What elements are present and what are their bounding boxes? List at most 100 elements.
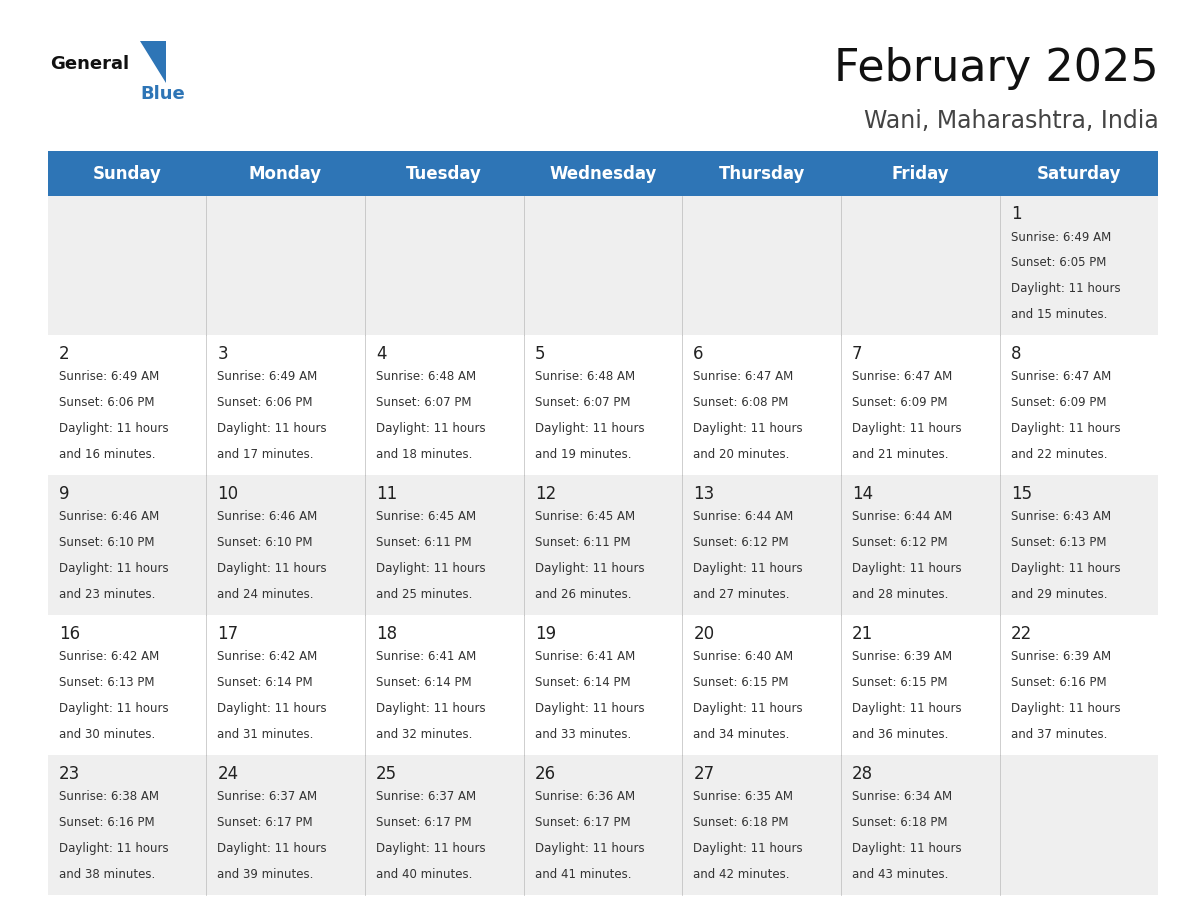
Text: Sunset: 6:14 PM: Sunset: 6:14 PM xyxy=(375,676,472,689)
Text: Sunset: 6:10 PM: Sunset: 6:10 PM xyxy=(58,536,154,549)
Text: and 33 minutes.: and 33 minutes. xyxy=(535,728,631,741)
Text: and 18 minutes.: and 18 minutes. xyxy=(375,448,473,461)
Text: 24: 24 xyxy=(217,765,239,783)
Text: Daylight: 11 hours: Daylight: 11 hours xyxy=(375,842,486,855)
Text: and 29 minutes.: and 29 minutes. xyxy=(1011,588,1107,601)
Text: Sunset: 6:13 PM: Sunset: 6:13 PM xyxy=(1011,536,1106,549)
Text: and 21 minutes.: and 21 minutes. xyxy=(852,448,948,461)
Text: Daylight: 11 hours: Daylight: 11 hours xyxy=(375,422,486,435)
Text: 27: 27 xyxy=(694,765,714,783)
Text: Sunrise: 6:41 AM: Sunrise: 6:41 AM xyxy=(375,650,476,663)
Text: and 24 minutes.: and 24 minutes. xyxy=(217,588,314,601)
Text: Sunset: 6:07 PM: Sunset: 6:07 PM xyxy=(535,397,630,409)
Text: Sunset: 6:17 PM: Sunset: 6:17 PM xyxy=(535,816,631,829)
Text: 4: 4 xyxy=(375,345,386,364)
Text: 17: 17 xyxy=(217,625,239,643)
Text: and 31 minutes.: and 31 minutes. xyxy=(217,728,314,741)
Text: and 22 minutes.: and 22 minutes. xyxy=(1011,448,1107,461)
Text: Sunrise: 6:42 AM: Sunrise: 6:42 AM xyxy=(217,650,317,663)
Text: Sunrise: 6:37 AM: Sunrise: 6:37 AM xyxy=(217,790,317,803)
Text: Daylight: 11 hours: Daylight: 11 hours xyxy=(217,842,327,855)
Text: Wani, Maharashtra, India: Wani, Maharashtra, India xyxy=(864,109,1158,133)
Text: Sunset: 6:11 PM: Sunset: 6:11 PM xyxy=(375,536,472,549)
Text: Sunset: 6:14 PM: Sunset: 6:14 PM xyxy=(217,676,312,689)
Text: Sunrise: 6:47 AM: Sunrise: 6:47 AM xyxy=(852,370,953,384)
Text: Sunrise: 6:47 AM: Sunrise: 6:47 AM xyxy=(1011,370,1111,384)
Text: Daylight: 11 hours: Daylight: 11 hours xyxy=(58,422,169,435)
Text: 3: 3 xyxy=(217,345,228,364)
Text: Daylight: 11 hours: Daylight: 11 hours xyxy=(58,842,169,855)
Text: and 30 minutes.: and 30 minutes. xyxy=(58,728,154,741)
Text: and 32 minutes.: and 32 minutes. xyxy=(375,728,473,741)
Text: Sunset: 6:12 PM: Sunset: 6:12 PM xyxy=(852,536,948,549)
Text: 16: 16 xyxy=(58,625,80,643)
Text: Sunset: 6:09 PM: Sunset: 6:09 PM xyxy=(1011,397,1106,409)
Text: 1: 1 xyxy=(1011,206,1022,223)
Text: and 42 minutes.: and 42 minutes. xyxy=(694,868,790,880)
Text: Sunrise: 6:45 AM: Sunrise: 6:45 AM xyxy=(375,510,476,523)
Text: Daylight: 11 hours: Daylight: 11 hours xyxy=(535,702,644,715)
Text: Sunrise: 6:36 AM: Sunrise: 6:36 AM xyxy=(535,790,634,803)
Text: 7: 7 xyxy=(852,345,862,364)
Text: 8: 8 xyxy=(1011,345,1022,364)
Text: Daylight: 11 hours: Daylight: 11 hours xyxy=(535,422,644,435)
Text: and 37 minutes.: and 37 minutes. xyxy=(1011,728,1107,741)
Text: Sunrise: 6:39 AM: Sunrise: 6:39 AM xyxy=(852,650,952,663)
Text: Sunset: 6:15 PM: Sunset: 6:15 PM xyxy=(694,676,789,689)
Text: 21: 21 xyxy=(852,625,873,643)
Text: 22: 22 xyxy=(1011,625,1032,643)
Text: Wednesday: Wednesday xyxy=(549,164,657,183)
Text: Daylight: 11 hours: Daylight: 11 hours xyxy=(535,562,644,575)
Text: 13: 13 xyxy=(694,485,715,503)
Text: Sunrise: 6:44 AM: Sunrise: 6:44 AM xyxy=(852,510,953,523)
Text: 5: 5 xyxy=(535,345,545,364)
Text: 10: 10 xyxy=(217,485,239,503)
Text: 12: 12 xyxy=(535,485,556,503)
Text: Daylight: 11 hours: Daylight: 11 hours xyxy=(694,422,803,435)
Text: 25: 25 xyxy=(375,765,397,783)
Text: Sunrise: 6:49 AM: Sunrise: 6:49 AM xyxy=(58,370,159,384)
Text: Sunset: 6:08 PM: Sunset: 6:08 PM xyxy=(694,397,789,409)
Text: Sunset: 6:18 PM: Sunset: 6:18 PM xyxy=(852,816,948,829)
Text: Sunset: 6:18 PM: Sunset: 6:18 PM xyxy=(694,816,789,829)
Text: and 26 minutes.: and 26 minutes. xyxy=(535,588,631,601)
Text: and 34 minutes.: and 34 minutes. xyxy=(694,728,790,741)
Text: Daylight: 11 hours: Daylight: 11 hours xyxy=(694,702,803,715)
Text: General: General xyxy=(50,55,129,73)
Text: 18: 18 xyxy=(375,625,397,643)
Text: Daylight: 11 hours: Daylight: 11 hours xyxy=(375,702,486,715)
Text: Sunrise: 6:39 AM: Sunrise: 6:39 AM xyxy=(1011,650,1111,663)
Text: and 25 minutes.: and 25 minutes. xyxy=(375,588,473,601)
Text: and 28 minutes.: and 28 minutes. xyxy=(852,588,948,601)
Text: Sunrise: 6:41 AM: Sunrise: 6:41 AM xyxy=(535,650,634,663)
Text: Sunset: 6:10 PM: Sunset: 6:10 PM xyxy=(217,536,312,549)
Text: Daylight: 11 hours: Daylight: 11 hours xyxy=(375,562,486,575)
Text: Saturday: Saturday xyxy=(1037,164,1121,183)
Text: Sunset: 6:06 PM: Sunset: 6:06 PM xyxy=(217,397,312,409)
Text: Sunrise: 6:40 AM: Sunrise: 6:40 AM xyxy=(694,650,794,663)
Text: Blue: Blue xyxy=(140,85,185,104)
Text: 20: 20 xyxy=(694,625,714,643)
Text: and 36 minutes.: and 36 minutes. xyxy=(852,728,948,741)
Text: Friday: Friday xyxy=(891,164,949,183)
Text: Sunrise: 6:43 AM: Sunrise: 6:43 AM xyxy=(1011,510,1111,523)
Text: and 20 minutes.: and 20 minutes. xyxy=(694,448,790,461)
Text: and 43 minutes.: and 43 minutes. xyxy=(852,868,948,880)
Text: Sunset: 6:17 PM: Sunset: 6:17 PM xyxy=(375,816,472,829)
Text: Sunset: 6:13 PM: Sunset: 6:13 PM xyxy=(58,676,154,689)
Text: Daylight: 11 hours: Daylight: 11 hours xyxy=(217,422,327,435)
Text: Sunrise: 6:49 AM: Sunrise: 6:49 AM xyxy=(217,370,317,384)
Text: and 15 minutes.: and 15 minutes. xyxy=(1011,308,1107,321)
Text: 28: 28 xyxy=(852,765,873,783)
Text: Sunset: 6:12 PM: Sunset: 6:12 PM xyxy=(694,536,789,549)
Text: Daylight: 11 hours: Daylight: 11 hours xyxy=(217,702,327,715)
Text: 6: 6 xyxy=(694,345,703,364)
Text: Monday: Monday xyxy=(249,164,322,183)
Text: Daylight: 11 hours: Daylight: 11 hours xyxy=(694,562,803,575)
Text: Sunrise: 6:48 AM: Sunrise: 6:48 AM xyxy=(535,370,634,384)
Text: Sunset: 6:11 PM: Sunset: 6:11 PM xyxy=(535,536,631,549)
Text: Sunset: 6:05 PM: Sunset: 6:05 PM xyxy=(1011,256,1106,269)
Text: Daylight: 11 hours: Daylight: 11 hours xyxy=(1011,702,1120,715)
Text: and 19 minutes.: and 19 minutes. xyxy=(535,448,631,461)
Text: Sunrise: 6:38 AM: Sunrise: 6:38 AM xyxy=(58,790,159,803)
